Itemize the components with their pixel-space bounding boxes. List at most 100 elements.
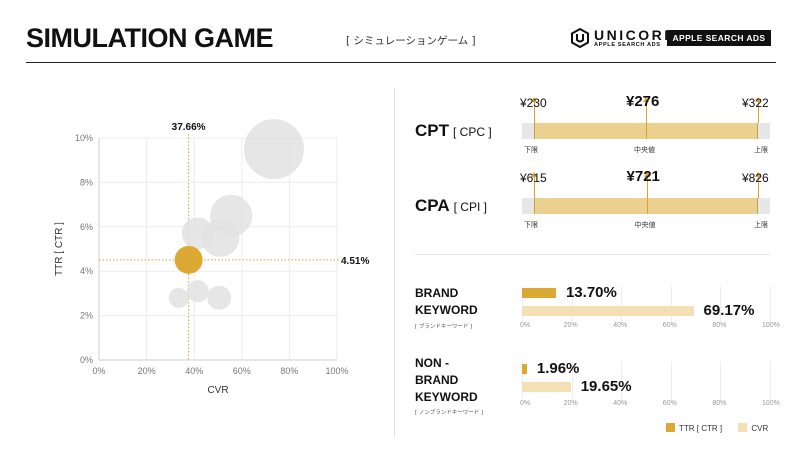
bar-tick-label: 100% [762, 400, 780, 407]
bar-cvr-value: 19.65% [580, 378, 632, 395]
bar-tick-label: 20% [563, 400, 578, 407]
bar-cvr [522, 306, 694, 316]
range-median-value: ¥276 [626, 93, 660, 110]
keyword-title-line: KEYWORD [415, 390, 478, 404]
bubble [168, 287, 189, 308]
metric-sub: [ CPC ] [453, 125, 492, 139]
bar-gridline [571, 362, 573, 400]
keyword-subtitle: [ ノンブランドキーワード ] [415, 410, 484, 416]
y-tick-label: 10% [75, 133, 93, 143]
range-median-label: 中央値 [634, 146, 655, 154]
arrow-up-icon [531, 172, 537, 177]
keyword-title-line: NON - [415, 356, 449, 370]
bar-ttr-value: 1.96% [536, 360, 580, 377]
keyword-title-line: KEYWORD [415, 303, 478, 317]
x-tick-label: 20% [138, 366, 156, 376]
y-tick-label: 0% [80, 355, 93, 365]
bar-tick-label: 40% [613, 322, 628, 329]
legend-item-cvr: CVR [738, 423, 768, 433]
bar-tick-label: 40% [613, 400, 628, 407]
range-upper-label: 上限 [754, 146, 768, 154]
y-tick-label: 4% [80, 266, 93, 276]
range-bar [522, 97, 770, 139]
unicorn-logo: UNICORN APPLE SEARCH ADS APPLE SEARCH AD… [571, 26, 771, 50]
bar-grid [522, 286, 771, 322]
range-lower-line [534, 101, 535, 123]
x-tick-label: 40% [185, 366, 203, 376]
bar-gridline [770, 286, 771, 322]
range-fill [534, 198, 758, 214]
range-lower-value: ¥615 [520, 171, 547, 185]
bar-tick-label: 60% [662, 322, 677, 329]
range-median-label: 中央値 [634, 221, 656, 229]
legend-label-cvr: CVR [751, 424, 769, 433]
range-upper-value: ¥826 [742, 171, 769, 185]
unicorn-logo-icon [571, 28, 589, 48]
bar-tick-label: 80% [712, 400, 727, 407]
y-tick-label: 6% [80, 222, 93, 232]
crosshair-x-label: 37.66% [172, 122, 206, 133]
range-lower-line [534, 176, 535, 198]
x-tick-label: 80% [280, 366, 298, 376]
apple-search-ads-badge: APPLE SEARCH ADS [667, 30, 771, 46]
y-tick-label: 8% [80, 177, 93, 187]
keyword-title: BRAND KEYWORD [415, 285, 478, 319]
bar-tick-label: 60% [662, 400, 677, 407]
keyword-subtitle: [ ブランドキーワード ] [415, 324, 473, 330]
range-upper-line [758, 101, 759, 123]
keyword-title-line: BRAND [415, 373, 459, 387]
page-subtitle: [ シミュレーションゲーム ] [346, 35, 476, 47]
scatter-chart: 0% 20% 40% 60% 80% 100% 0% 2% 4% 6% 8% 10% CVR TTR [ … [54, 119, 369, 396]
section-divider [415, 254, 770, 255]
legend-swatch-ttr [666, 423, 675, 432]
metric-sub: [ CPI ] [453, 200, 487, 214]
range-median-value: ¥721 [626, 168, 660, 185]
logo-tagline: APPLE SEARCH ADS [594, 42, 661, 48]
x-tick-label: 0% [92, 366, 105, 376]
bar-gridline [670, 286, 672, 322]
bar-tick-label: 20% [563, 322, 578, 329]
bubble [186, 280, 209, 303]
x-tick-label: 100% [325, 366, 348, 376]
header-divider [26, 62, 776, 63]
highlight-bubble [174, 245, 203, 274]
arrow-up-icon [531, 97, 537, 102]
bar-cvr-value: 69.17% [703, 302, 755, 319]
legend-swatch-cvr [738, 423, 748, 432]
bubble [243, 119, 304, 180]
metric-name: CPA [415, 196, 450, 215]
y-axis-label: TTR [ CTR ] [54, 222, 65, 276]
bar-gridline [571, 286, 573, 322]
arrow-up-icon [643, 172, 650, 177]
metric-name: CPT [415, 121, 449, 140]
bar-ttr [522, 288, 556, 298]
crosshair-y-label: 4.51% [341, 256, 369, 267]
bar-gridline [670, 362, 672, 400]
page-title: SIMULATION GAME [26, 23, 273, 53]
bar-tick-label: 80% [712, 322, 727, 329]
legend-item-ttr: TTR [ CTR ] [666, 423, 722, 433]
arrow-up-icon [643, 97, 649, 102]
bar-tick-label: 0% [520, 400, 531, 407]
range-bar [522, 172, 770, 214]
panel-divider [394, 88, 395, 438]
range-upper-value: ¥322 [742, 96, 769, 110]
keyword-title: NON - BRAND KEYWORD [415, 355, 478, 406]
bar-gridline [621, 362, 623, 400]
bar-grid [522, 362, 771, 400]
bar-cvr [522, 382, 571, 392]
x-tick-label: 60% [233, 366, 251, 376]
bar-gridline [522, 286, 523, 322]
bar-ttr [522, 364, 527, 374]
arrow-up-icon [755, 97, 761, 102]
metric-label-cpt: CPT [ CPC ] [415, 121, 492, 141]
bar-tick-label: 100% [762, 322, 780, 329]
bar-gridline [720, 362, 722, 400]
bar-gridline [522, 362, 523, 400]
bar-tick-label: 0% [520, 322, 531, 329]
legend: TTR [ CTR ] CVR [666, 423, 782, 433]
bubble [207, 285, 232, 310]
x-axis-label: CVR [207, 385, 228, 396]
range-lower-value: ¥230 [520, 96, 547, 110]
range-lower-label: 下限 [524, 146, 538, 154]
